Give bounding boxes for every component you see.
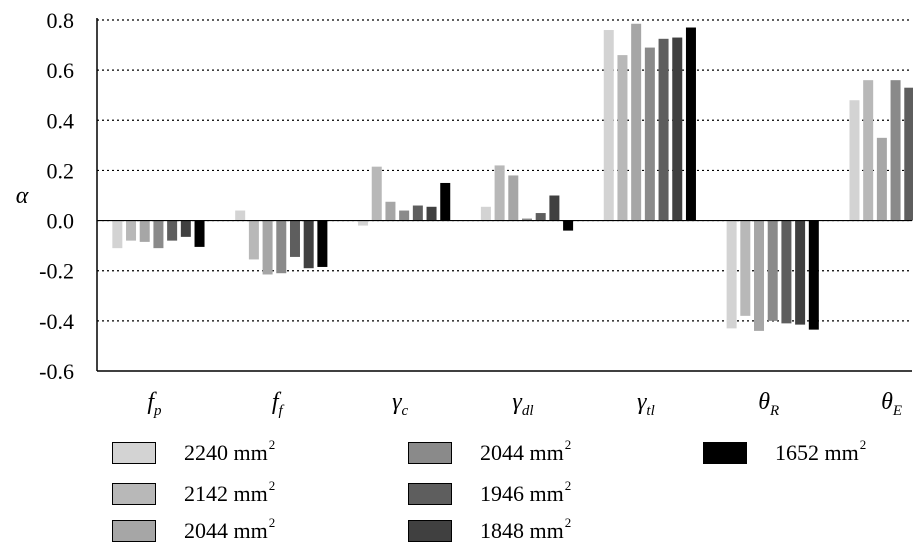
x-category-label: γdl [512, 389, 533, 419]
x-category-labels: fp ff γc γdl γtl θR θE [147, 389, 902, 419]
bar [890, 80, 901, 221]
bar [863, 80, 874, 221]
bar [631, 23, 642, 221]
bar [522, 218, 532, 221]
bar [371, 166, 382, 221]
bar [767, 220, 778, 321]
bar [139, 220, 150, 242]
bar [808, 220, 819, 330]
y-tick-label: 0.8 [47, 8, 75, 33]
x-category-label: γc [392, 389, 408, 419]
bar [412, 205, 423, 221]
bar [849, 100, 860, 221]
bar [167, 220, 178, 241]
bar [235, 210, 246, 221]
bar [358, 220, 369, 226]
x-category-label: γtl [637, 389, 655, 419]
y-tick-label: 0.2 [47, 158, 75, 183]
bar [262, 220, 273, 275]
bar [289, 220, 300, 257]
bar [795, 220, 806, 325]
bar [494, 165, 505, 221]
bar [248, 220, 259, 260]
bar [658, 38, 669, 221]
bar [194, 220, 205, 247]
y-tick-label: -0.6 [39, 359, 74, 384]
bar [480, 206, 491, 221]
bar [385, 201, 396, 221]
bar [617, 55, 628, 221]
bars [112, 23, 913, 331]
y-tick-label: -0.4 [39, 309, 74, 334]
y-axis-label: α [16, 183, 29, 209]
bar [303, 220, 314, 269]
bar [317, 220, 328, 267]
axes [96, 18, 912, 372]
y-tick-label: 0.4 [47, 108, 75, 133]
bar [726, 220, 737, 329]
bar [426, 206, 437, 221]
bar [276, 220, 287, 274]
bar [535, 213, 546, 221]
x-category-label: ff [272, 389, 285, 419]
bar [549, 195, 560, 221]
x-category-label: θR [758, 389, 779, 419]
y-tick-labels: 0.8 0.6 0.4 0.2 0.0 -0.2 -0.4 -0.6 [39, 8, 74, 384]
bar [180, 220, 191, 237]
bar [153, 220, 164, 249]
x-category-label: fp [147, 389, 162, 419]
bar [672, 37, 683, 221]
bar [399, 210, 410, 221]
bar [508, 175, 519, 221]
bar [112, 220, 123, 249]
bar [603, 30, 614, 221]
bar [440, 182, 451, 221]
y-tick-label: 0.6 [47, 58, 75, 83]
y-tick-label: -0.2 [39, 259, 74, 284]
bar [740, 220, 751, 316]
y-tick-label: 0.0 [47, 209, 75, 234]
x-category-label: θE [881, 389, 902, 419]
bar [126, 220, 137, 241]
bar [644, 47, 655, 221]
bar [563, 220, 574, 231]
bar [904, 87, 913, 221]
bar [685, 27, 696, 221]
bar [876, 137, 887, 221]
bar [754, 220, 765, 331]
bar [781, 220, 792, 324]
